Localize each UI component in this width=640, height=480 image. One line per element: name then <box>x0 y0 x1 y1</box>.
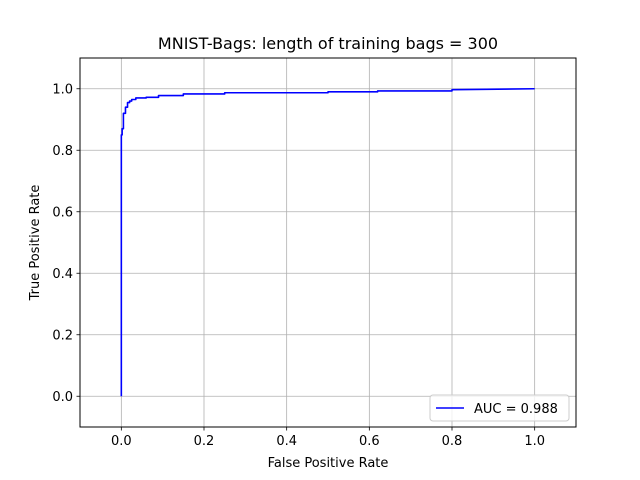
plot-lines <box>120 87 535 397</box>
x-tick-label: 0.4 <box>276 434 297 449</box>
y-axis-title: True Positive Rate <box>28 185 43 302</box>
chart-title: MNIST-Bags: length of training bags = 30… <box>158 34 498 53</box>
x-axis-title: False Positive Rate <box>268 456 389 471</box>
grid <box>80 58 576 427</box>
legend-label: AUC = 0.988 <box>474 402 558 417</box>
ticks: 0.0 0.2 0.4 0.6 0.8 1.0 0.0 0.2 0.4 0.6 0.8 1.0 <box>52 82 545 449</box>
legend-box <box>429 394 570 422</box>
y-tick-label: 0.8 <box>52 144 73 159</box>
x-tick-label: 1.0 <box>524 434 545 449</box>
x-tick-label: 0.0 <box>111 434 132 449</box>
x-tick-label: 0.2 <box>194 434 215 449</box>
y-tick-label: 0.2 <box>52 328 73 343</box>
legend: AUC = 0.988 <box>429 394 570 422</box>
x-tick-label: 0.6 <box>359 434 380 449</box>
x-tick-label: 0.8 <box>442 434 463 449</box>
roc-curve-series-0 <box>120 87 535 397</box>
y-tick-label: 0.4 <box>52 267 73 282</box>
y-tick-label: 0.0 <box>52 390 73 405</box>
y-tick-label: 1.0 <box>52 82 73 97</box>
plot-frame <box>79 57 577 428</box>
y-tick-label: 0.6 <box>52 205 73 220</box>
